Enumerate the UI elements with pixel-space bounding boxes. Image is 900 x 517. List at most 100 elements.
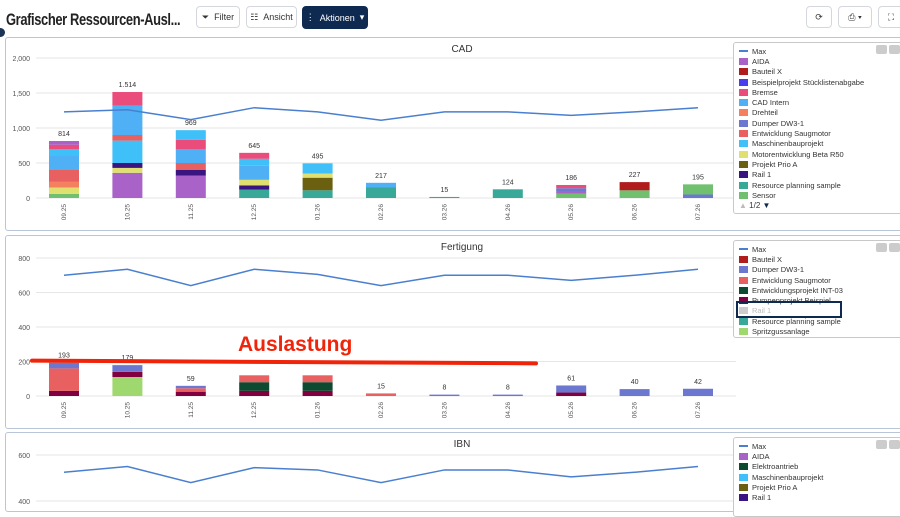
legend-item[interactable]: Spritzgussanlage <box>739 326 897 336</box>
legend-label: Elektroantrieb <box>752 462 799 472</box>
print-icon[interactable] <box>876 440 887 449</box>
legend-item[interactable]: Bremse <box>739 87 897 97</box>
legend-item[interactable]: Dumper DW3-1 <box>739 265 897 275</box>
bar-segment <box>302 390 333 396</box>
x-tick-label: 07.26 <box>695 402 702 419</box>
legend-label: Rail 1 <box>752 170 772 180</box>
legend-label: Max <box>752 46 767 56</box>
legend-item[interactable]: AIDA <box>739 451 897 461</box>
legend-item[interactable]: Entwicklung Saugmotor <box>739 128 897 138</box>
page-up-icon[interactable]: ▲ <box>739 201 747 211</box>
download-icon[interactable] <box>889 440 900 449</box>
legend-item[interactable]: Sensor <box>739 190 897 200</box>
bar-segment <box>302 382 333 391</box>
y-tick-label: 600 <box>18 453 30 460</box>
legend-item[interactable]: Elektroantrieb <box>739 462 897 472</box>
bar-segment <box>239 189 270 198</box>
download-icon[interactable] <box>889 45 900 54</box>
bar-total-label: 42 <box>694 379 702 386</box>
bar-segment <box>556 385 587 393</box>
bar-segment <box>556 193 587 198</box>
bar-segment <box>112 365 143 372</box>
bar-segment <box>366 393 396 396</box>
legend-actions <box>876 45 900 54</box>
legend-swatch <box>739 119 748 127</box>
actions-button[interactable]: ⋮ Aktionen ▾ <box>302 6 368 29</box>
legend-item[interactable]: Pumpenprojekt Beispiel <box>739 295 897 305</box>
bar-segment <box>49 390 79 396</box>
legend-item[interactable]: CAD Intern <box>739 97 897 107</box>
legend-item[interactable]: Projekt Prio A <box>739 159 897 169</box>
page-down-icon[interactable]: ▼ <box>762 201 771 211</box>
bar-segment <box>239 375 270 383</box>
bar-segment <box>175 170 206 176</box>
legend-swatch <box>739 307 748 315</box>
legend-label: Maschinenbauprojekt <box>752 472 824 482</box>
legend-item[interactable]: Maschinenbauprojekt <box>739 472 897 482</box>
legend-item[interactable]: Bauteil X <box>739 254 897 264</box>
bar-segment <box>556 184 587 189</box>
bar-segment <box>49 187 79 194</box>
bar-total-label: 186 <box>565 175 577 182</box>
legend-item[interactable]: Max <box>739 46 897 56</box>
legend-item[interactable]: Max <box>739 244 897 254</box>
legend-swatch <box>739 255 748 263</box>
legend-item[interactable]: Entwicklung Saugmotor <box>739 275 897 285</box>
print-button[interactable]: ⎙ ▾ <box>838 6 872 28</box>
legend-pager[interactable]: ▲ 1/2 ▼ <box>739 201 897 210</box>
legend-item[interactable]: Beispielprojekt Stücklistenabgabe <box>739 77 897 87</box>
y-tick-label: 600 <box>18 291 30 298</box>
bar-segment <box>302 173 333 178</box>
bar-segment <box>366 187 396 198</box>
legend-label: Drehteil <box>752 108 778 118</box>
filter-icon: ⏷ <box>201 11 210 22</box>
legend-swatch <box>739 248 748 251</box>
bar-segment <box>49 368 79 391</box>
y-tick-label: 1,000 <box>12 126 30 133</box>
legend-item[interactable]: AIDA <box>739 56 897 66</box>
legend-swatch <box>739 276 748 284</box>
bar-segment <box>239 152 270 159</box>
x-tick-label: 02.26 <box>378 204 385 221</box>
download-icon[interactable] <box>889 243 900 252</box>
bar-segment <box>49 362 79 369</box>
view-button[interactable]: ☷ Ansicht <box>246 6 297 28</box>
legend-item[interactable]: Rail 1 <box>739 306 897 316</box>
legend-item[interactable]: Entwicklungsprojekt INT-03 <box>739 285 897 295</box>
legend-label: Sensor <box>752 190 776 200</box>
legend-item[interactable]: Bauteil X <box>739 67 897 77</box>
legend-swatch <box>739 150 748 158</box>
bar-segment <box>49 170 79 182</box>
legend-item[interactable]: Dumper DW3-1 <box>739 118 897 128</box>
toolbar: Grafischer Ressourcen-Ausl... ⏷ Filter ☷ A… <box>0 0 900 34</box>
legend-label: CAD Intern <box>752 98 790 108</box>
print-icon: ⎙ ▾ <box>848 11 862 22</box>
legend-item[interactable]: Motorentwicklung Beta R50 <box>739 149 897 159</box>
x-tick-label: 03.26 <box>441 402 448 419</box>
bar-segment <box>556 191 587 194</box>
fullscreen-button[interactable]: ⛶ <box>878 6 900 28</box>
legend-label: Projekt Prio A <box>752 159 798 169</box>
filter-button[interactable]: ⏷ Filter <box>196 6 240 28</box>
legend-item[interactable]: Drehteil <box>739 108 897 118</box>
refresh-button[interactable]: ⟳ <box>806 6 832 28</box>
legend-item[interactable]: Resource planning sample <box>739 316 897 326</box>
legend-item[interactable]: Projekt Prio A <box>739 482 897 492</box>
legend-swatch <box>739 88 748 96</box>
legend-item[interactable]: Max <box>739 441 897 451</box>
legend-actions <box>876 243 900 252</box>
legend-item[interactable]: Rail 1 <box>739 170 897 180</box>
legend-item[interactable]: Resource planning sample <box>739 180 897 190</box>
legend-item[interactable]: Maschinenbauprojekt <box>739 139 897 149</box>
legend-item[interactable]: Rail 1 <box>739 492 897 502</box>
x-tick-label: 11.25 <box>188 204 195 220</box>
cad-legend: Max AIDA Bauteil X Beispielprojekt Stücklis… <box>733 42 900 214</box>
legend-label: Rail 1 <box>752 306 772 316</box>
bar-segment <box>112 135 143 141</box>
legend-label: Motorentwicklung Beta R50 <box>752 149 844 159</box>
bar-segment <box>492 189 523 198</box>
print-icon[interactable] <box>876 243 887 252</box>
print-icon[interactable] <box>876 45 887 54</box>
bar-total-label: 40 <box>631 379 639 386</box>
y-tick-label: 400 <box>18 325 30 332</box>
